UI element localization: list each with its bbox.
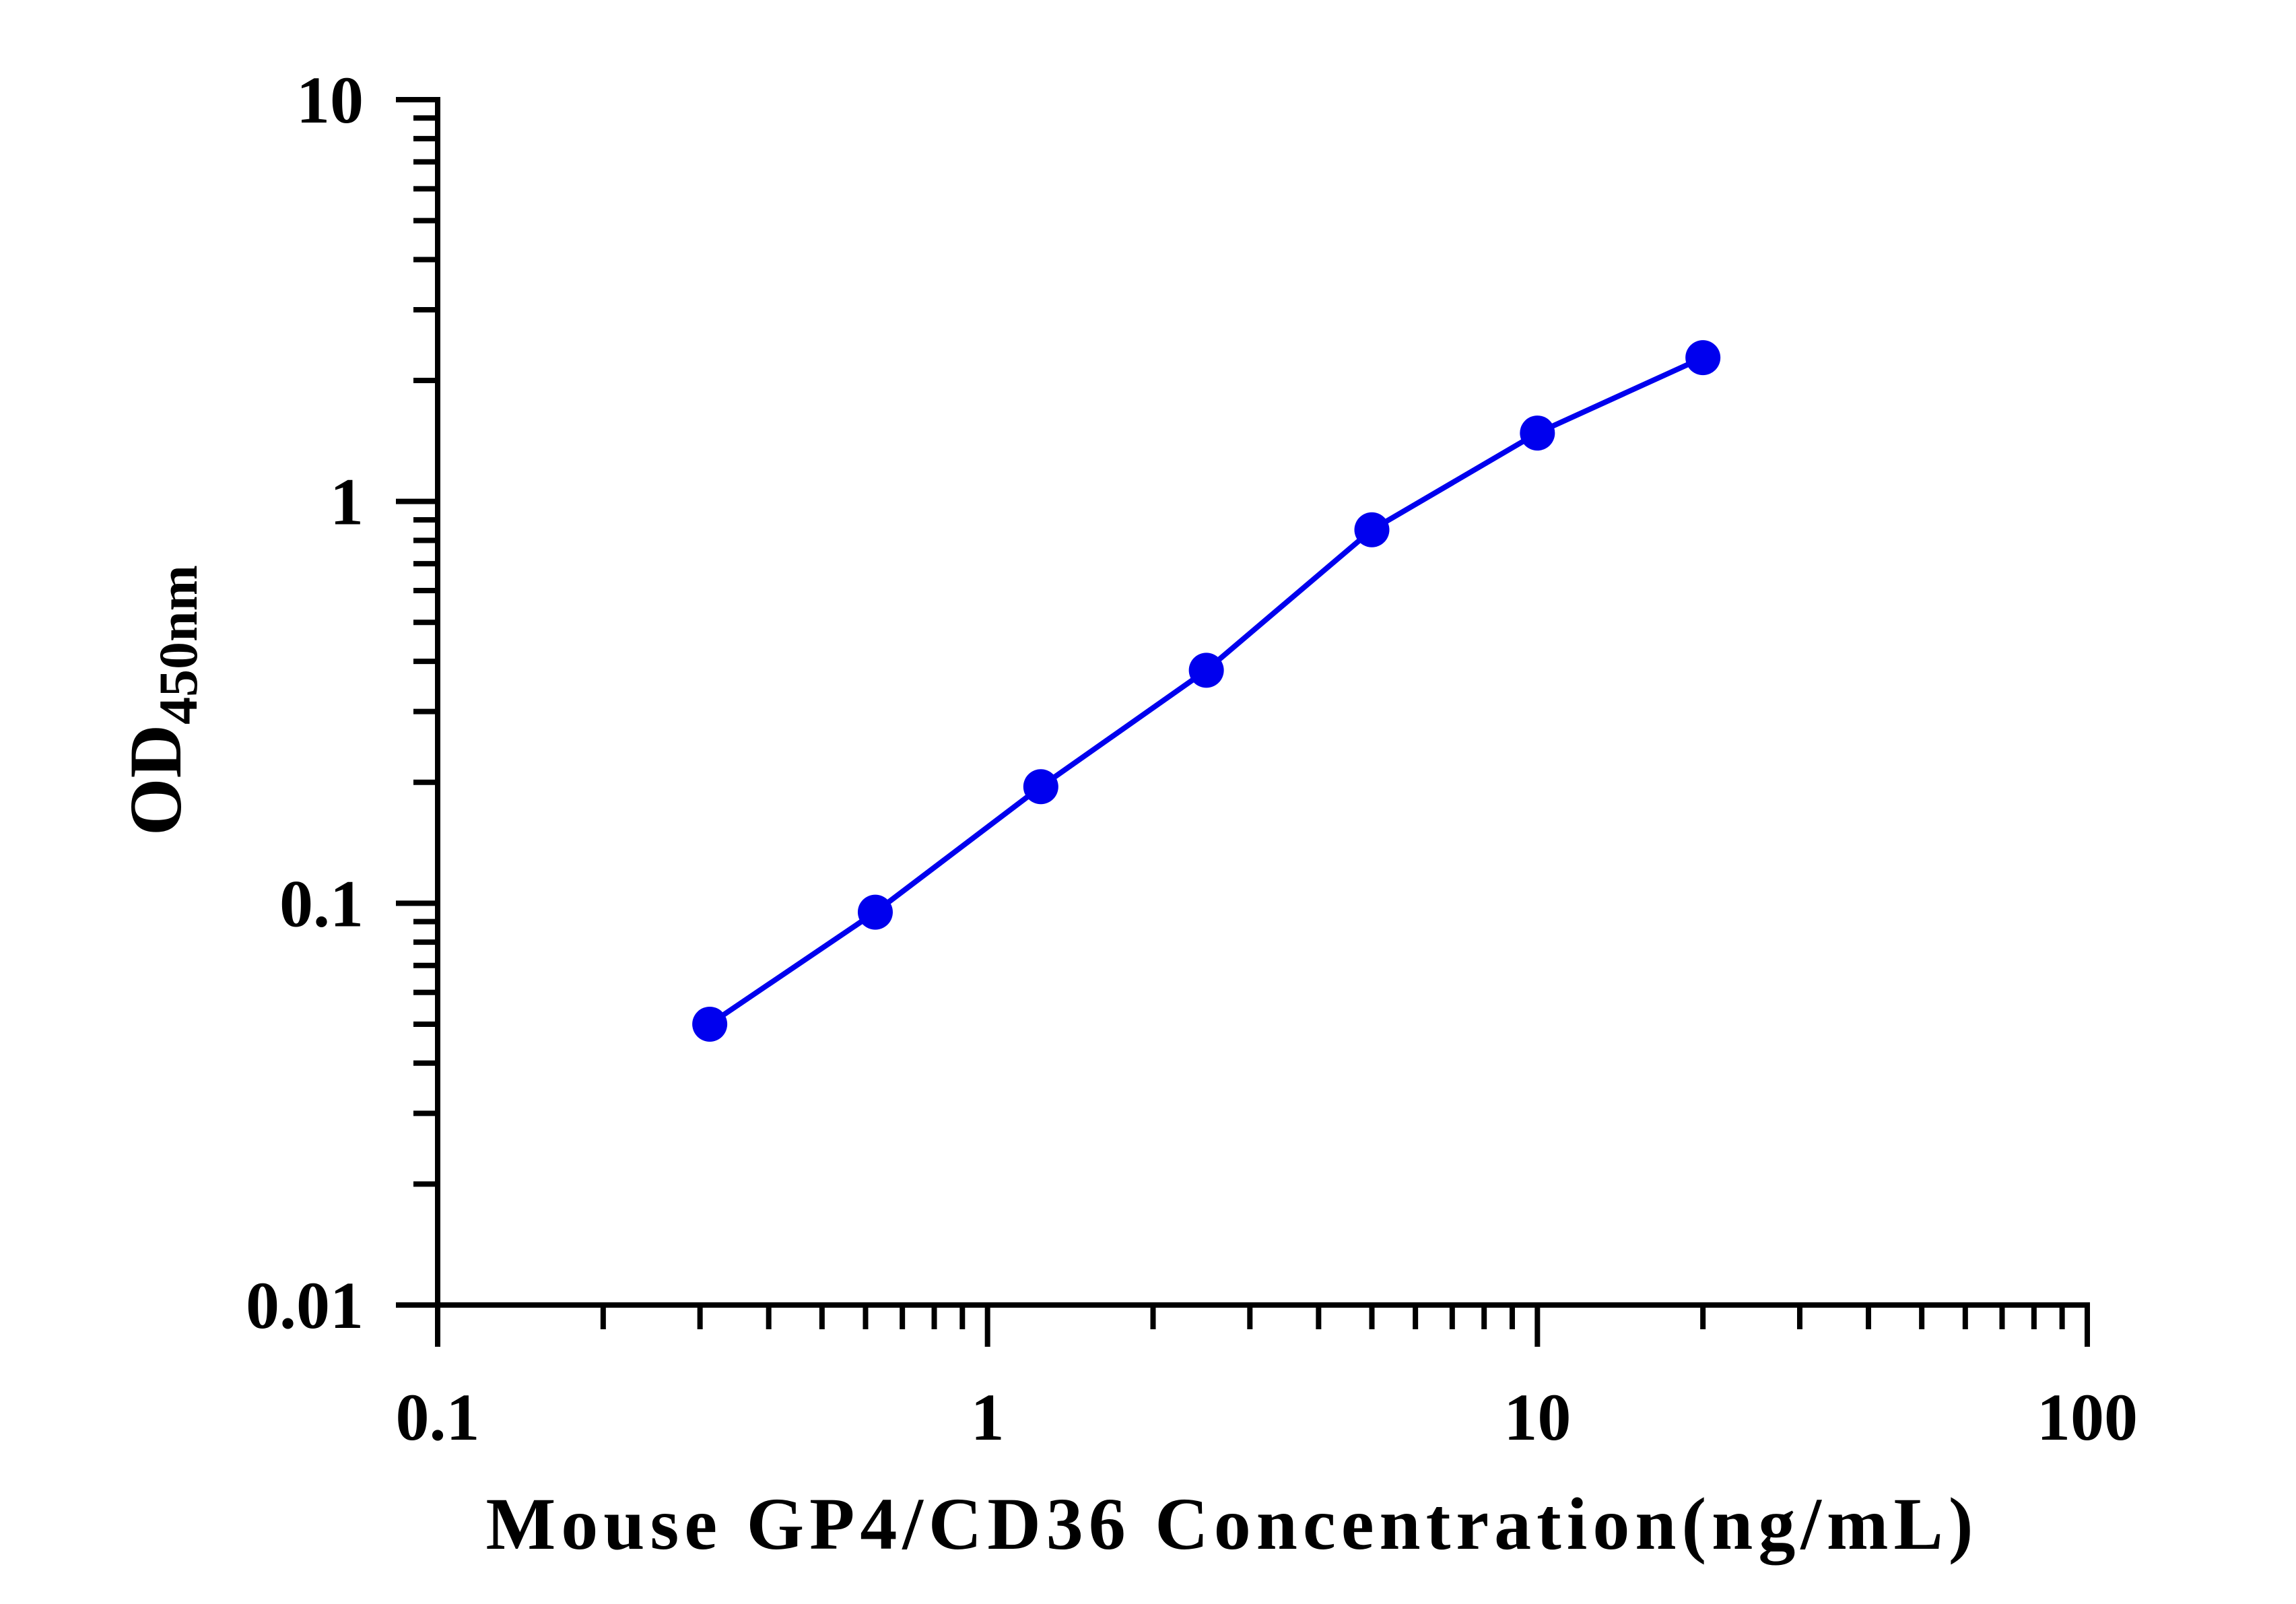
x-tick-label: 10 — [1504, 1380, 1571, 1455]
tick-labels: 0.01 0.1 1 10 0.1 1 10 100 — [246, 63, 2138, 1455]
axes — [435, 97, 2090, 1308]
y-tick-label: 1 — [330, 465, 364, 539]
data-point — [1685, 340, 1721, 376]
x-axis-title: Mouse GP4/CD36 Concentration(ng/mL) — [485, 1483, 1978, 1565]
data-series — [692, 340, 1721, 1042]
data-point — [857, 894, 893, 930]
x-tick-label: 1 — [971, 1380, 1005, 1455]
data-point — [1520, 415, 1555, 451]
y-axis-title-main: OD — [114, 725, 197, 836]
y-axis-title: OD450nm — [114, 565, 209, 836]
data-point — [692, 1006, 728, 1042]
data-point — [1188, 653, 1224, 688]
tick-marks — [396, 97, 2090, 1347]
x-tick-label: 0.1 — [396, 1380, 480, 1455]
data-point — [1354, 512, 1390, 547]
y-tick-label: 0.01 — [246, 1268, 364, 1343]
x-tick-label: 100 — [2037, 1380, 2138, 1455]
series-line — [708, 355, 1704, 1027]
y-axis-title-subscript: 450nm — [147, 565, 209, 725]
y-tick-label: 0.1 — [279, 866, 364, 941]
data-point — [1023, 769, 1058, 805]
y-tick-label: 10 — [296, 63, 364, 137]
